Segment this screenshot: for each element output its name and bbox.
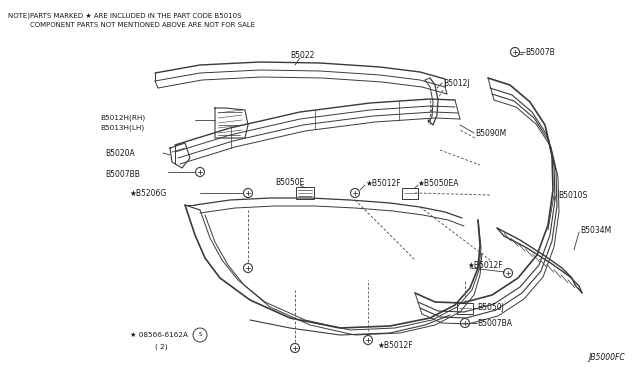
Text: JB5000FC: JB5000FC bbox=[588, 353, 625, 362]
Text: ★ 08566-6162A: ★ 08566-6162A bbox=[130, 332, 188, 338]
Text: B5007BB: B5007BB bbox=[105, 170, 140, 179]
Text: ★B5012F: ★B5012F bbox=[378, 340, 413, 350]
Text: NOTE)PARTS MARKED ★ ARE INCLUDED IN THE PART CODE B5010S: NOTE)PARTS MARKED ★ ARE INCLUDED IN THE … bbox=[8, 12, 241, 19]
Text: B5012H(RH): B5012H(RH) bbox=[100, 115, 145, 121]
Text: B5010S: B5010S bbox=[558, 190, 588, 199]
Text: B5013H(LH): B5013H(LH) bbox=[100, 125, 144, 131]
Text: B5012J: B5012J bbox=[443, 78, 470, 87]
Text: ★B5050EA: ★B5050EA bbox=[418, 179, 460, 187]
Text: B5020A: B5020A bbox=[105, 148, 135, 157]
Text: ★B5012F: ★B5012F bbox=[365, 179, 401, 187]
Text: B5007BA: B5007BA bbox=[477, 318, 512, 327]
Text: B5022: B5022 bbox=[290, 51, 314, 60]
Bar bbox=[457, 302, 473, 314]
Text: B5007B: B5007B bbox=[525, 48, 555, 57]
Text: B5034M: B5034M bbox=[580, 225, 611, 234]
Text: B5050J: B5050J bbox=[477, 304, 504, 312]
Text: S: S bbox=[198, 333, 202, 337]
Text: ( 2): ( 2) bbox=[155, 344, 168, 350]
Bar bbox=[402, 187, 418, 199]
Text: B5050E: B5050E bbox=[275, 177, 305, 186]
Text: COMPONENT PARTS NOT MENTIONED ABOVE ARE NOT FOR SALE: COMPONENT PARTS NOT MENTIONED ABOVE ARE … bbox=[30, 22, 255, 28]
Text: B5090M: B5090M bbox=[475, 128, 506, 138]
Bar bbox=[296, 187, 314, 199]
Text: ★B5012F: ★B5012F bbox=[468, 260, 504, 269]
Text: ★B5206G: ★B5206G bbox=[130, 189, 167, 198]
